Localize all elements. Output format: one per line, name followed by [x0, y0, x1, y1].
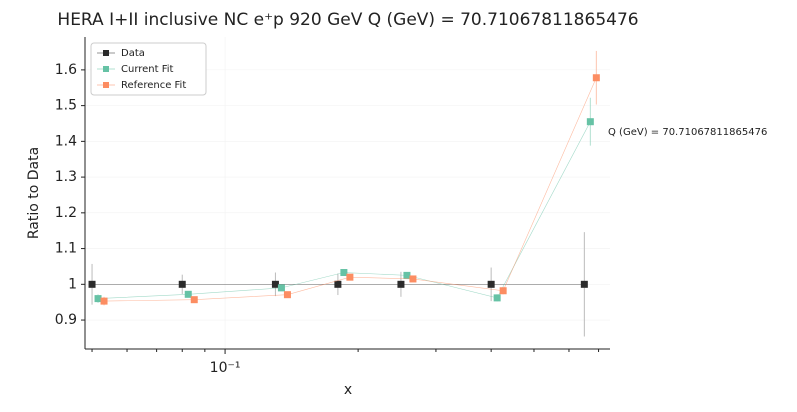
data-point	[271, 280, 279, 288]
data-point	[184, 290, 192, 298]
data-point	[403, 271, 411, 279]
data-point	[340, 269, 348, 277]
series-line	[104, 77, 597, 302]
y-tick-label: 1.2	[55, 205, 77, 221]
data-point	[493, 294, 501, 302]
data-point	[397, 280, 405, 288]
y-tick-label: 0.9	[55, 312, 77, 328]
y-tick-label: 1.6	[55, 62, 77, 78]
data-point	[283, 291, 291, 299]
y-tick-label: 1.5	[55, 98, 77, 114]
data-point	[499, 287, 507, 295]
data-point	[346, 273, 354, 281]
data-point	[94, 295, 102, 303]
data-point	[88, 280, 96, 288]
chart-title: HERA I+II inclusive NC e⁺p 920 GeV Q (Ge…	[57, 10, 638, 30]
y-axis-label: Ratio to Data	[26, 147, 42, 239]
x-tick-label: 10⁻¹	[210, 360, 241, 376]
legend-label: Current Fit	[121, 64, 174, 75]
data-point	[178, 280, 186, 288]
data-point	[334, 280, 342, 288]
data-point	[100, 297, 108, 305]
x-axis-label: x	[344, 382, 352, 398]
data-point	[190, 296, 198, 304]
y-tick-label: 1.1	[55, 241, 77, 257]
annotation: Q (GeV) = 70.71067811865476	[608, 127, 767, 138]
legend-marker	[103, 82, 109, 88]
data-point	[586, 118, 594, 126]
data-point	[592, 74, 600, 82]
data-point	[487, 280, 495, 288]
data-point	[277, 284, 285, 292]
legend-box	[90, 42, 207, 96]
y-tick-label: 1.4	[55, 133, 77, 149]
legend-label: Reference Fit	[121, 80, 186, 91]
legend-marker	[103, 50, 109, 56]
y-tick-label: 1.3	[55, 169, 77, 185]
data-point	[580, 280, 588, 288]
legend-label: Data	[121, 48, 145, 59]
data-point	[409, 275, 417, 283]
y-tick-label: 1	[68, 276, 77, 292]
legend-marker	[103, 66, 109, 72]
